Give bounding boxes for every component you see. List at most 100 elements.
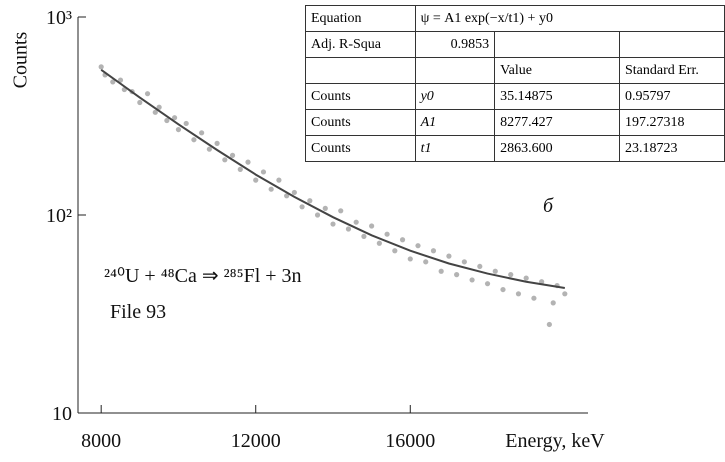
table-cell: Counts [305, 135, 416, 162]
data-point [164, 117, 170, 124]
data-point [260, 169, 267, 175]
data-point [369, 223, 375, 229]
table-cell: Counts [305, 109, 416, 136]
y-tick-label: 10 [52, 403, 72, 425]
y-axis-label: Counts [10, 31, 32, 88]
data-point [384, 231, 390, 237]
data-point [117, 77, 124, 83]
data-point [284, 193, 290, 199]
data-point [229, 152, 236, 158]
table-row: Value Standard Err. [305, 57, 725, 84]
data-point [199, 130, 205, 136]
data-point [214, 140, 220, 146]
data-point [291, 189, 297, 196]
data-point [322, 205, 328, 211]
table-cell: ψ = A1 exp(−x/t1) + y0 [414, 5, 725, 32]
table-row: Counts y0 35.14875 0.95797 [305, 83, 725, 110]
table-cell: 23.18723 [618, 135, 725, 162]
data-point [110, 79, 116, 85]
data-point [515, 291, 522, 297]
data-point [446, 253, 452, 259]
table-cell: Equation [305, 5, 416, 32]
data-point [477, 263, 483, 270]
data-point [137, 99, 143, 106]
x-tick-label: 12000 [231, 430, 281, 452]
data-point [562, 291, 568, 297]
data-point [268, 186, 274, 192]
data-point [376, 240, 382, 246]
table-row: Equation ψ = A1 exp(−x/t1) + y0 [305, 5, 725, 32]
data-point [461, 259, 467, 265]
data-point [438, 268, 444, 274]
table-cell: A1 [414, 109, 496, 136]
data-point [484, 281, 491, 287]
data-point [361, 233, 367, 239]
table-cell: Standard Err. [618, 57, 725, 84]
data-point [191, 137, 197, 143]
table-cell: Value [494, 57, 620, 84]
table-cell: 197.27318 [618, 109, 725, 136]
data-point [454, 272, 460, 278]
data-point [183, 120, 189, 127]
data-point [500, 286, 506, 293]
table-cell: 35.14875 [494, 83, 620, 110]
x-tick-label: 16000 [385, 430, 435, 452]
data-point [156, 104, 162, 110]
data-point [276, 177, 282, 183]
table-cell: Adj. R-Squa [305, 31, 416, 58]
table-row: Counts t1 2863.600 23.18723 [305, 135, 725, 162]
data-point [345, 226, 352, 232]
table-cell [494, 31, 620, 58]
data-point [144, 91, 151, 97]
table-cell [618, 31, 725, 58]
reaction-label: ²⁴⁰U + ⁴⁸Ca ⇒ ²⁸⁵Fl + 3n [104, 265, 302, 287]
data-point [314, 212, 321, 218]
data-point [299, 204, 305, 210]
data-point [508, 272, 514, 278]
data-point [492, 268, 498, 274]
data-point [399, 237, 406, 243]
data-point [237, 166, 243, 172]
file-label: File 93 [110, 301, 166, 323]
data-point [430, 248, 437, 254]
data-point [353, 219, 359, 225]
data-point [206, 146, 212, 152]
fit-curve [100, 69, 565, 289]
data-point [253, 177, 259, 183]
data-point [546, 321, 552, 328]
data-point [338, 208, 344, 214]
table-cell: 8277.427 [494, 109, 620, 136]
table-cell: Counts [305, 83, 416, 110]
data-point [523, 275, 529, 281]
table-cell: y0 [414, 83, 496, 110]
fit-table: Equation ψ = A1 exp(−x/t1) + y0 Adj. R-Squ… [305, 5, 725, 162]
table-cell [414, 57, 496, 84]
data-point [469, 277, 475, 283]
data-point [152, 109, 158, 115]
data-point [175, 126, 182, 133]
table-cell: t1 [414, 135, 496, 162]
data-point [98, 64, 104, 70]
table-cell [305, 57, 416, 84]
data-point [423, 259, 429, 265]
data-point [407, 256, 413, 262]
data-point [550, 300, 556, 306]
data-point [171, 115, 178, 121]
y-tick-label: 10² [46, 205, 72, 227]
table-cell: 2863.600 [494, 135, 620, 162]
data-point [307, 198, 313, 204]
data-point [415, 243, 421, 249]
y-tick-label: 10³ [46, 7, 72, 29]
table-row: Adj. R-Squa 0.9853 [305, 31, 725, 58]
x-axis-label: Energy, keV [505, 430, 605, 452]
table-cell: 0.9853 [414, 31, 496, 58]
table-row: Counts A1 8277.427 197.27318 [305, 109, 725, 136]
data-point [392, 248, 398, 254]
panel-label: б [543, 195, 554, 217]
data-point [330, 221, 336, 227]
data-point [222, 157, 228, 163]
x-tick-label: 8000 [81, 430, 121, 452]
table-cell: 0.95797 [618, 83, 725, 110]
